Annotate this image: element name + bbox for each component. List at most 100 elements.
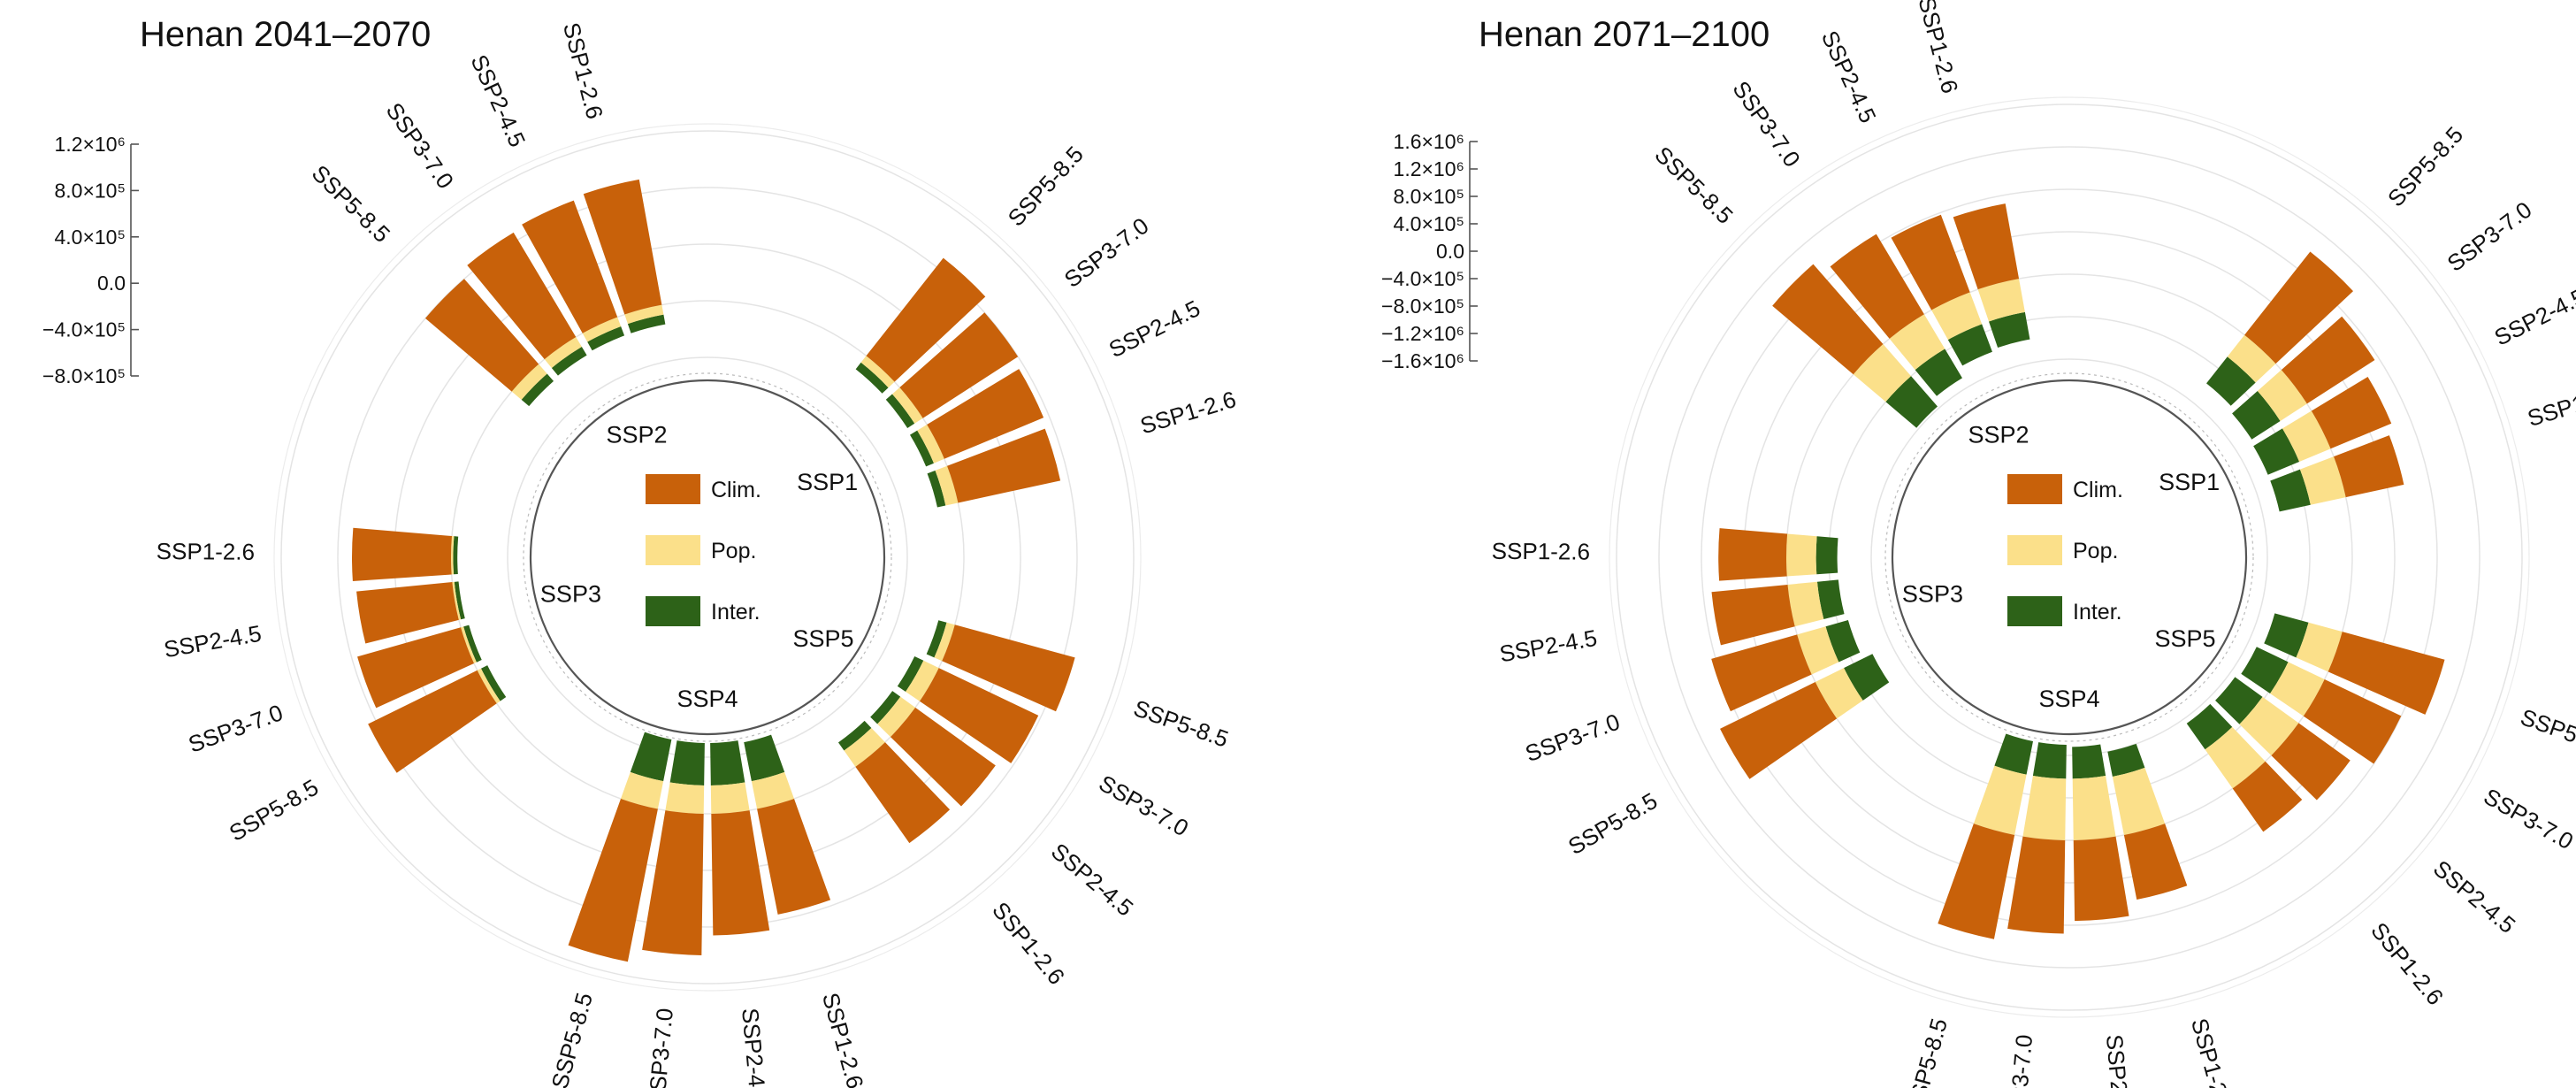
- bar-segment-clim: [2311, 376, 2392, 449]
- bar-segment-pop: [2299, 456, 2346, 505]
- bar-segment-clim: [1938, 824, 2015, 939]
- bar-segment-inter: [2270, 469, 2311, 512]
- outer-ring: [1609, 96, 2530, 1018]
- y-tick-label: −4.0×10⁵: [1381, 267, 1464, 290]
- bar-segment-pop: [2257, 370, 2307, 421]
- bar-segment-clim: [2303, 679, 2402, 764]
- scenario-label: SSP2-4.5: [1497, 624, 1599, 668]
- bar-segment-pop: [624, 304, 664, 325]
- outer-ring: [273, 123, 1142, 992]
- bar-segment-inter: [627, 314, 666, 333]
- scenario-label: SSP2-4.5: [1105, 295, 1204, 363]
- legend-label: Clim.: [711, 478, 761, 502]
- bar-segment-clim: [1830, 234, 1924, 339]
- bar-segment-clim: [1720, 682, 1838, 779]
- bar-segment-clim: [2007, 836, 2066, 934]
- bar-segment-inter: [630, 732, 672, 782]
- grid-ring: [1701, 188, 2438, 926]
- panel-title: Henan 2071–2100: [1479, 15, 1770, 54]
- legend-label: Inter.: [2073, 600, 2122, 624]
- scenario-label: SSP1-2.6: [558, 19, 608, 121]
- legend-label: Pop.: [2073, 539, 2118, 563]
- scenario-label: SSP3-7.0: [1522, 709, 1624, 768]
- bar-segment-inter: [1915, 349, 1962, 396]
- group-label: SSP5: [2155, 625, 2216, 652]
- bar-segment-inter: [2107, 743, 2145, 778]
- bar-segment-pop: [2205, 726, 2266, 789]
- scenario-label: SSP5-8.5: [1003, 141, 1089, 231]
- legend-item-clim: Clim.: [646, 474, 761, 504]
- scenario-label: SSP3-7.0: [1095, 770, 1193, 841]
- bar-segment-clim: [927, 369, 1044, 459]
- bar-ssp3-ssp1-2.6: SSP1-2.6: [1492, 528, 1838, 581]
- bar-segment-clim: [1953, 203, 2020, 290]
- scenario-label: SSP5-8.5: [2382, 121, 2468, 211]
- legend-item-pop: Pop.: [646, 535, 756, 565]
- group-label: SSP1: [2159, 469, 2220, 495]
- bar-segment-pop: [860, 356, 895, 388]
- bar-segment-inter: [1989, 311, 2030, 349]
- legend-label: Inter.: [711, 600, 761, 624]
- bar-segment-inter: [927, 470, 946, 508]
- bar-segment-pop: [935, 465, 959, 506]
- y-tick-label: 8.0×10⁵: [1393, 185, 1464, 208]
- scenario-label: SSP3-7.0: [2442, 196, 2537, 277]
- grid-ring: [507, 356, 908, 758]
- bar-segment-inter: [1844, 654, 1890, 701]
- bar-ssp3-ssp3-7.0: SSP3-7.0: [1522, 620, 1861, 767]
- y-tick-label: 1.6×10⁶: [1394, 130, 1464, 153]
- bar-segment-pop: [2112, 767, 2166, 835]
- bar-segment-pop: [665, 782, 705, 814]
- bar-segment-pop: [2270, 662, 2325, 716]
- bar-segment-pop: [477, 668, 501, 704]
- y-tick-label: −8.0×10⁵: [42, 364, 126, 387]
- bar-segment-clim: [642, 810, 704, 955]
- scenario-label: SSP3-7.0: [1059, 212, 1154, 293]
- bar-segment-clim: [855, 742, 951, 844]
- panel-2041-2070: Henan 2041–2070 1.2×10⁶ 8.0×10⁵ 4.0×10⁵ 0.0…: [42, 15, 1239, 1088]
- y-tick-label: 4.0×10⁵: [1393, 212, 1464, 235]
- bar-segment-clim: [2073, 836, 2129, 922]
- legend-swatch: [646, 596, 700, 626]
- bar-segment-clim: [357, 627, 475, 709]
- scenario-label: SSP3-7.0: [643, 1007, 678, 1088]
- bar-segment-inter: [2206, 356, 2256, 406]
- bar-segment-pop: [1786, 533, 1817, 577]
- bar-segment-pop: [621, 771, 664, 809]
- scenario-label: SSP3-7.0: [381, 98, 460, 194]
- scenario-label: SSP1-2.6: [2366, 917, 2449, 1010]
- legend-swatch: [646, 474, 700, 504]
- bar-segment-clim: [866, 257, 986, 382]
- bar-segment-inter: [463, 624, 482, 663]
- bar-segment-clim: [368, 670, 497, 773]
- bar-segment-inter: [2032, 742, 2067, 779]
- bar-segment-inter: [2072, 744, 2106, 779]
- bar-segment-inter: [669, 740, 705, 785]
- scenario-label: SSP5-8.5: [1130, 694, 1232, 753]
- bar-segment-clim: [424, 279, 539, 392]
- bar-segment-clim: [2281, 316, 2375, 404]
- bar-segment-pop: [2282, 410, 2331, 463]
- legend-item-inter: Inter.: [646, 596, 761, 626]
- bar-segment-clim: [2123, 824, 2188, 900]
- bar-segment-clim: [1711, 584, 1795, 646]
- bar-segment-pop: [511, 364, 547, 400]
- bar-segment-pop: [710, 782, 750, 814]
- scenario-label: SSP5-8.5: [307, 160, 395, 248]
- group-label: SSP4: [676, 686, 738, 712]
- bar-segment-inter: [1885, 376, 1938, 428]
- bar-ssp1-ssp1-2.6: SSP1-2.6: [2270, 378, 2576, 512]
- bar-segment-clim: [1772, 264, 1884, 375]
- bar-segment-clim: [2328, 632, 2445, 715]
- scenario-label: SSP2-4.5: [1816, 27, 1882, 127]
- legend-item-pop: Pop.: [2007, 535, 2118, 565]
- group-ssp4: SSP1-2.6 SSP2-4.5 SSP3-7.0 SSP5-8.5 SSP4: [1900, 686, 2237, 1088]
- bar-segment-clim: [757, 798, 831, 915]
- scenario-label: SSP5-8.5: [546, 990, 598, 1088]
- legend-label: Pop.: [711, 539, 756, 563]
- bar-segment-pop: [1797, 626, 1839, 675]
- y-tick-label: 4.0×10⁵: [54, 226, 126, 249]
- bar-segment-pop: [452, 581, 462, 620]
- scenario-label: SSP3-7.0: [1727, 76, 1806, 172]
